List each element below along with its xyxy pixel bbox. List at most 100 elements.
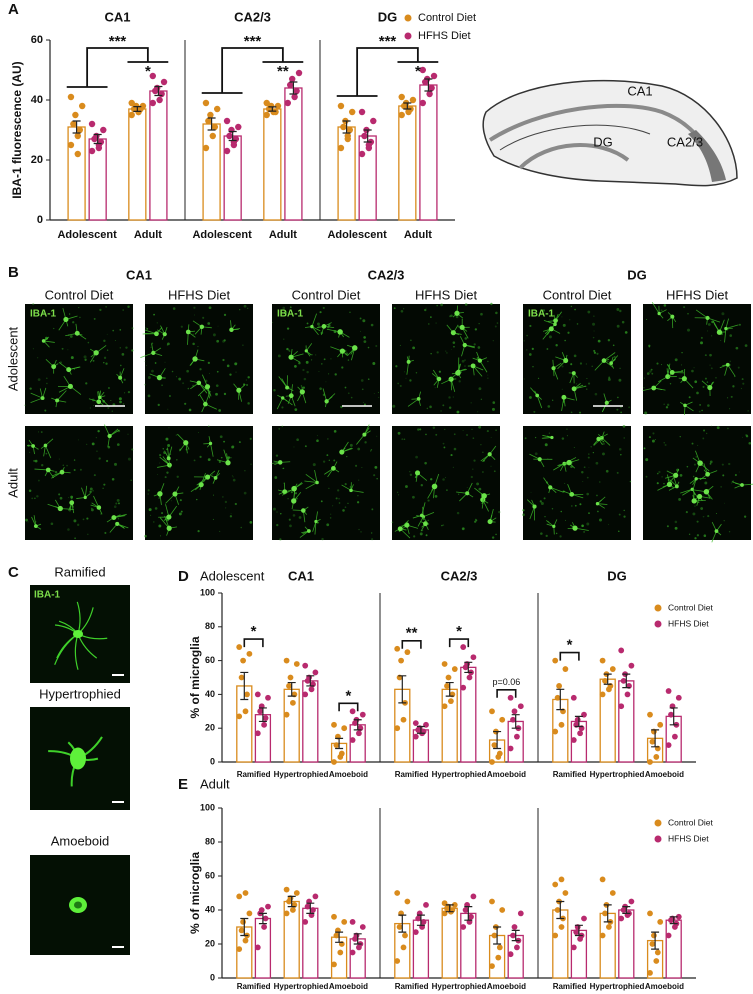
error-bar [603,904,612,923]
speck [86,443,88,446]
speck [281,406,284,409]
speck [159,453,162,457]
speck [31,497,34,500]
soma [277,460,283,465]
soma [669,369,675,375]
speck [449,315,452,318]
speck [458,493,460,495]
speck [154,507,158,510]
speck [85,382,88,385]
data-point [647,711,653,718]
speck [446,352,448,354]
speck [409,470,411,473]
x-tick-label: Amoeboid [645,982,684,991]
speck [68,497,70,499]
soma [535,393,540,398]
data-point [287,674,294,681]
speck [656,472,659,475]
data-point [214,105,221,113]
data-point [284,99,291,107]
speck [688,396,691,399]
speck [163,451,167,454]
speck [593,315,595,317]
speck [360,379,364,382]
speck [276,523,279,527]
speck [161,384,163,387]
speck [482,471,484,473]
speck [547,458,549,460]
speck [706,381,709,383]
x-tick-label: Ramified [237,982,271,991]
speck [86,517,89,520]
speck [494,325,497,328]
data-point [341,725,348,732]
data-point [128,111,135,119]
speck [184,402,187,405]
speck [108,387,110,389]
speck [452,341,456,344]
soma [714,529,719,534]
speck [316,435,318,437]
soma [681,376,687,382]
speck [325,381,327,383]
speck [159,462,160,464]
micrograph [523,304,631,414]
data-point [293,87,300,95]
data-point [665,932,672,939]
speck [450,348,452,350]
speck [685,511,688,514]
speck [302,386,305,389]
data-point [562,890,569,896]
speck [103,361,105,364]
speck [147,489,150,492]
data-point [511,708,518,715]
x-tick-label: Ramified [553,770,587,779]
error-bar [207,117,216,131]
speck [545,534,548,537]
speck [207,361,211,365]
data-point [293,661,300,667]
speck [73,459,76,461]
speck [356,501,360,504]
speck [687,312,689,315]
speck [473,459,476,462]
speck [249,520,253,524]
data-point [156,96,163,104]
process [724,328,727,343]
significance-label: * [567,637,573,654]
soma [670,314,675,319]
speck [709,364,711,366]
data-point [100,126,107,134]
data-point [302,919,309,925]
process [707,317,721,323]
data-point [649,738,656,745]
error-bar [622,673,631,689]
speck [283,338,285,340]
speck [92,489,94,492]
speck [231,475,233,477]
speck [522,509,525,512]
data-point [665,688,672,694]
soma [470,363,476,369]
speck [740,387,743,390]
data-point [340,123,347,131]
speck [122,403,125,405]
speck [79,468,82,471]
speck [574,504,577,507]
speck [623,515,626,518]
speck [597,339,601,343]
speck [235,371,237,373]
legend-label: Control Diet [668,602,714,612]
speck [694,380,698,384]
speck [652,432,655,435]
soma [156,374,163,381]
speck [720,486,722,488]
speck [425,534,428,537]
speck [150,346,152,348]
data-point [312,669,319,676]
speck [247,307,249,309]
error-bar [424,78,433,92]
speck [477,346,481,349]
speck [66,464,68,467]
data-point [507,951,514,958]
